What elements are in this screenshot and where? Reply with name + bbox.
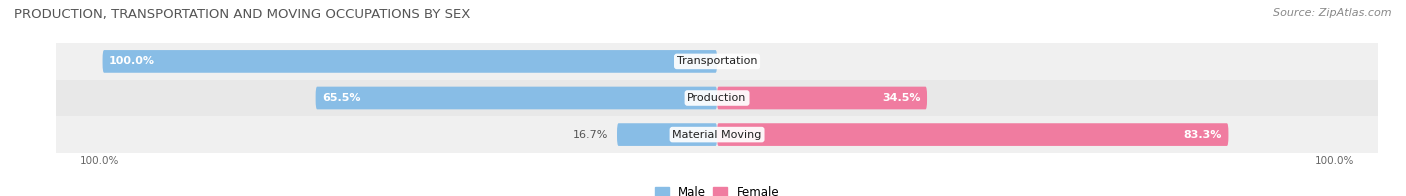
Text: 34.5%: 34.5% bbox=[883, 93, 921, 103]
Bar bbox=[56, 43, 1378, 80]
FancyBboxPatch shape bbox=[717, 87, 927, 109]
FancyBboxPatch shape bbox=[617, 123, 717, 146]
Text: 83.3%: 83.3% bbox=[1184, 130, 1222, 140]
Bar bbox=[56, 80, 1378, 116]
Text: Material Moving: Material Moving bbox=[672, 130, 762, 140]
Text: 100.0%: 100.0% bbox=[108, 56, 155, 66]
Text: 65.5%: 65.5% bbox=[322, 93, 360, 103]
FancyBboxPatch shape bbox=[717, 123, 1229, 146]
Text: 16.7%: 16.7% bbox=[572, 130, 607, 140]
Legend: Male, Female: Male, Female bbox=[650, 182, 785, 196]
FancyBboxPatch shape bbox=[315, 87, 717, 109]
Text: PRODUCTION, TRANSPORTATION AND MOVING OCCUPATIONS BY SEX: PRODUCTION, TRANSPORTATION AND MOVING OC… bbox=[14, 8, 471, 21]
Text: Transportation: Transportation bbox=[676, 56, 758, 66]
Bar bbox=[56, 116, 1378, 153]
Text: Source: ZipAtlas.com: Source: ZipAtlas.com bbox=[1274, 8, 1392, 18]
FancyBboxPatch shape bbox=[103, 50, 717, 73]
Text: Production: Production bbox=[688, 93, 747, 103]
